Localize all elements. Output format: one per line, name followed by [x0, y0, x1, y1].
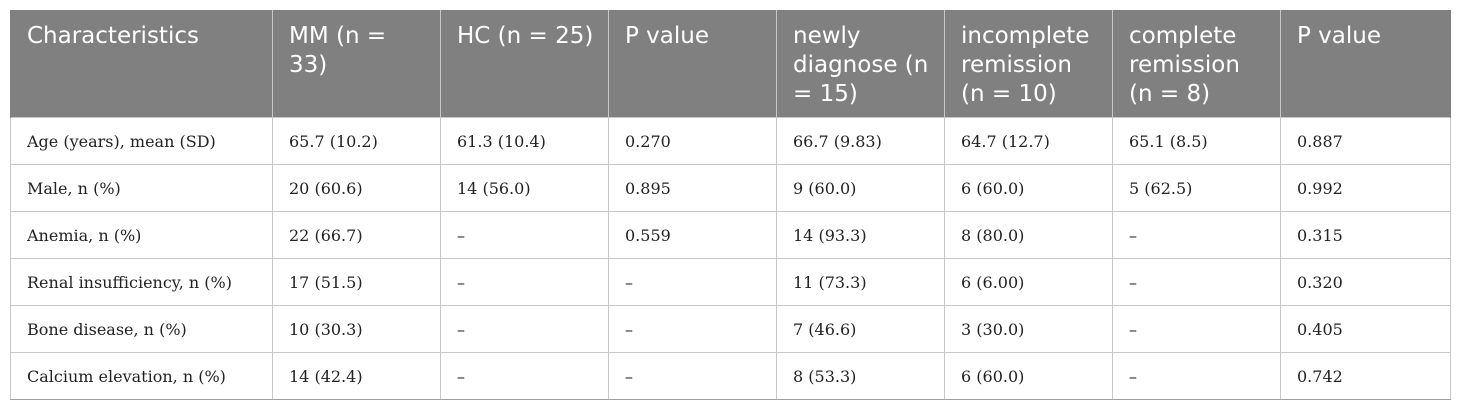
table-cell: 0.405	[1280, 305, 1451, 353]
row-label: Age (years), mean (SD)	[10, 117, 273, 165]
table-cell: –	[440, 211, 609, 259]
table-cell: 20 (60.6)	[272, 164, 441, 212]
table-row: Anemia, n (%) 22 (66.7) – 0.559 14 (93.3…	[10, 211, 1451, 259]
column-header-complete-remission: complete remission (n = 8)	[1112, 10, 1281, 118]
table-cell: 11 (73.3)	[776, 258, 945, 306]
column-header-characteristics: Characteristics	[10, 10, 273, 118]
row-label: Male, n (%)	[10, 164, 273, 212]
column-header-newly-diagnose: newly diagnose (n = 15)	[776, 10, 945, 118]
table-cell: 14 (56.0)	[440, 164, 609, 212]
table-header: Characteristics MM (n = 33) HC (n = 25) …	[10, 10, 1451, 118]
table-cell: 0.315	[1280, 211, 1451, 259]
table-cell: –	[1112, 211, 1281, 259]
table-cell: –	[1112, 258, 1281, 306]
table-cell: 0.559	[608, 211, 777, 259]
table-cell: 8 (80.0)	[944, 211, 1113, 259]
table-cell: 3 (30.0)	[944, 305, 1113, 353]
table-cell: –	[608, 258, 777, 306]
header-row: Characteristics MM (n = 33) HC (n = 25) …	[10, 10, 1451, 118]
column-header-incomplete-remission: incomplete remission (n = 10)	[944, 10, 1113, 118]
table-row: Age (years), mean (SD) 65.7 (10.2) 61.3 …	[10, 117, 1451, 165]
table-cell: –	[608, 352, 777, 400]
column-header-p-value-2: P value	[1280, 10, 1451, 118]
table-cell: 0.320	[1280, 258, 1451, 306]
table-cell: 14 (42.4)	[272, 352, 441, 400]
table-row: Calcium elevation, n (%) 14 (42.4) – – 8…	[10, 352, 1451, 400]
characteristics-table: Characteristics MM (n = 33) HC (n = 25) …	[10, 10, 1451, 400]
table-cell: 17 (51.5)	[272, 258, 441, 306]
table-cell: 5 (62.5)	[1112, 164, 1281, 212]
table-cell: 6 (6.00)	[944, 258, 1113, 306]
column-header-p-value-1: P value	[608, 10, 777, 118]
table-cell: 6 (60.0)	[944, 352, 1113, 400]
table-cell: 64.7 (12.7)	[944, 117, 1113, 165]
table-cell: –	[440, 305, 609, 353]
table-body: Age (years), mean (SD) 65.7 (10.2) 61.3 …	[10, 117, 1451, 400]
table-cell: –	[1112, 305, 1281, 353]
column-header-mm: MM (n = 33)	[272, 10, 441, 118]
table-cell: 0.270	[608, 117, 777, 165]
column-header-hc: HC (n = 25)	[440, 10, 609, 118]
row-label: Calcium elevation, n (%)	[10, 352, 273, 400]
table-cell: 65.7 (10.2)	[272, 117, 441, 165]
table-cell: 0.742	[1280, 352, 1451, 400]
table-cell: –	[1112, 352, 1281, 400]
table-cell: 9 (60.0)	[776, 164, 945, 212]
table-cell: 0.887	[1280, 117, 1451, 165]
table-cell: 22 (66.7)	[272, 211, 441, 259]
row-label: Renal insufficiency, n (%)	[10, 258, 273, 306]
table-cell: 61.3 (10.4)	[440, 117, 609, 165]
characteristics-table-container: Characteristics MM (n = 33) HC (n = 25) …	[10, 10, 1451, 400]
table-cell: 66.7 (9.83)	[776, 117, 945, 165]
table-cell: –	[440, 352, 609, 400]
table-cell: 8 (53.3)	[776, 352, 945, 400]
row-label: Bone disease, n (%)	[10, 305, 273, 353]
table-cell: 6 (60.0)	[944, 164, 1113, 212]
table-cell: 14 (93.3)	[776, 211, 945, 259]
table-cell: 7 (46.6)	[776, 305, 945, 353]
table-cell: –	[608, 305, 777, 353]
table-cell: 0.895	[608, 164, 777, 212]
table-row: Male, n (%) 20 (60.6) 14 (56.0) 0.895 9 …	[10, 164, 1451, 212]
table-row: Bone disease, n (%) 10 (30.3) – – 7 (46.…	[10, 305, 1451, 353]
row-label: Anemia, n (%)	[10, 211, 273, 259]
table-row: Renal insufficiency, n (%) 17 (51.5) – –…	[10, 258, 1451, 306]
table-cell: 65.1 (8.5)	[1112, 117, 1281, 165]
table-cell: 0.992	[1280, 164, 1451, 212]
table-cell: 10 (30.3)	[272, 305, 441, 353]
table-cell: –	[440, 258, 609, 306]
